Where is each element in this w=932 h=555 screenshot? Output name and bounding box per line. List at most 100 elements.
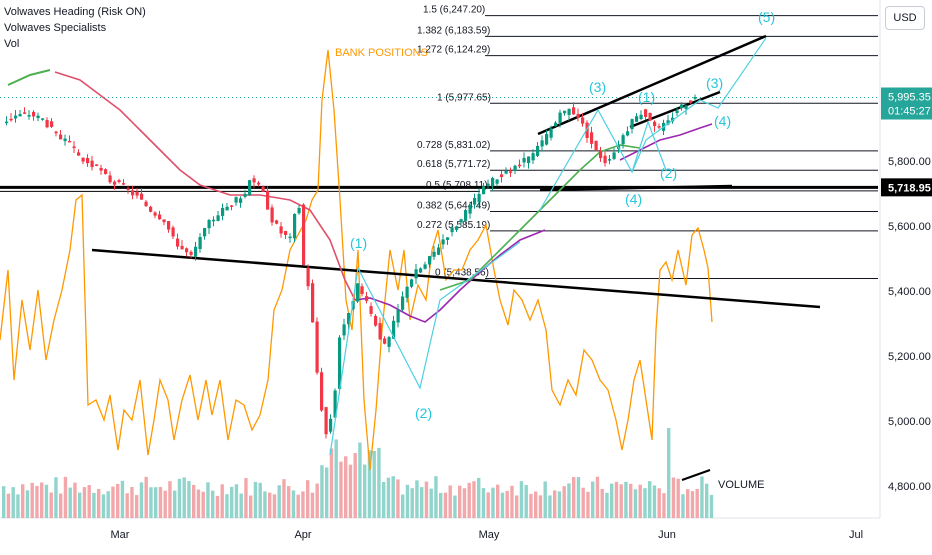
candle-body	[378, 323, 382, 340]
volume-annotation: VOLUME	[718, 479, 764, 491]
volume-bar	[377, 447, 381, 518]
wave-path-3	[631, 120, 667, 173]
candle-body	[77, 152, 81, 156]
volume-bar	[16, 494, 20, 518]
candle-body	[333, 390, 337, 418]
candle-body	[486, 183, 490, 186]
volume-bar	[154, 487, 158, 518]
volume-bar	[187, 481, 191, 518]
candle-body	[5, 121, 9, 124]
candle-body	[482, 186, 486, 195]
volume-bar	[700, 476, 704, 518]
candle-body	[144, 201, 148, 207]
candle-body	[239, 198, 243, 203]
fib-label-0: 1.5 (6,247.20)	[423, 5, 485, 16]
volume-bar	[709, 494, 714, 518]
candle-body	[581, 117, 585, 124]
candle-body	[585, 122, 589, 139]
candle-body	[36, 115, 40, 119]
candle-body	[113, 181, 117, 185]
volume-bar	[106, 491, 110, 518]
candle-body	[594, 140, 598, 151]
candle-body	[621, 135, 625, 145]
candle-body	[198, 236, 202, 250]
candle-body	[297, 207, 301, 214]
volume-bar	[486, 492, 490, 518]
candle-body	[41, 118, 45, 120]
candle-body	[108, 175, 112, 183]
candle-body	[527, 156, 531, 164]
candle-body	[558, 112, 562, 123]
time-tick-3: Jun	[658, 529, 676, 541]
candle-body	[522, 157, 526, 163]
last-price-box	[881, 87, 932, 120]
volume-bar	[30, 482, 34, 518]
volume-bar	[268, 492, 272, 518]
volume-bar	[667, 428, 671, 518]
volume-bar	[610, 483, 614, 518]
volume-bar	[158, 486, 163, 518]
volume-bar	[415, 480, 419, 518]
volume-bar	[481, 488, 486, 518]
candle-body	[131, 190, 135, 196]
volume-bar	[515, 495, 519, 518]
fib-label-5: 0.618 (5,771.72)	[417, 159, 490, 170]
volume-bar	[519, 481, 524, 518]
volume-bar	[467, 482, 471, 518]
volume-bar	[73, 482, 77, 518]
volume-bar	[358, 442, 362, 518]
volume-bar	[87, 485, 91, 518]
volume-bar	[344, 456, 348, 518]
candle-body	[563, 110, 567, 114]
candle-body	[306, 267, 310, 287]
candle-body	[518, 164, 522, 167]
volume-bar	[491, 487, 495, 518]
candle-body	[81, 157, 85, 162]
volume-bar	[120, 480, 125, 518]
time-tick-1: Apr	[294, 529, 311, 541]
candle-body	[189, 251, 193, 255]
price-tick-4: 5,000.00	[888, 416, 931, 428]
candle-body	[504, 170, 508, 174]
candle-body	[167, 221, 171, 230]
volume-bar	[296, 494, 300, 518]
bank-positions-line	[0, 49, 713, 471]
candle-body	[630, 119, 634, 130]
price-tick-5: 4,800.00	[888, 481, 931, 493]
volume-bar	[477, 477, 481, 518]
candle-body	[635, 116, 639, 122]
candle-body	[293, 213, 297, 239]
volume-bar	[234, 484, 239, 518]
volume-bar	[139, 482, 144, 518]
volume-bar	[633, 489, 638, 518]
candle-body	[248, 180, 252, 196]
candle-body	[153, 212, 157, 216]
volume-bar	[287, 486, 291, 518]
volume-bar	[244, 478, 248, 518]
candle-body	[405, 286, 409, 298]
candle-body	[365, 296, 369, 301]
volume-bar	[220, 484, 224, 518]
fib-label-1: 1.382 (6,183.59)	[417, 25, 490, 36]
candle-body	[423, 264, 427, 269]
currency-button[interactable]: USD	[885, 6, 925, 30]
volume-bar	[581, 487, 585, 518]
candle-body	[234, 197, 238, 203]
price-tick-0: 5,800.00	[888, 156, 931, 168]
volume-bar	[35, 486, 39, 518]
time-tick-0: Mar	[111, 529, 130, 541]
candle-body	[689, 100, 693, 103]
volume-bar	[401, 494, 405, 518]
candle-body	[140, 193, 144, 200]
legend-specialists: Volwaves Specialists	[4, 22, 107, 34]
volume-bar	[230, 486, 234, 518]
volume-bar	[557, 491, 562, 518]
ma-green-early	[7, 69, 51, 86]
marked-level-value: 5,718.95	[888, 182, 931, 194]
candle-body	[347, 313, 351, 325]
candle-body	[162, 219, 166, 223]
volume-bar	[144, 476, 148, 518]
volume-bar	[258, 482, 262, 518]
